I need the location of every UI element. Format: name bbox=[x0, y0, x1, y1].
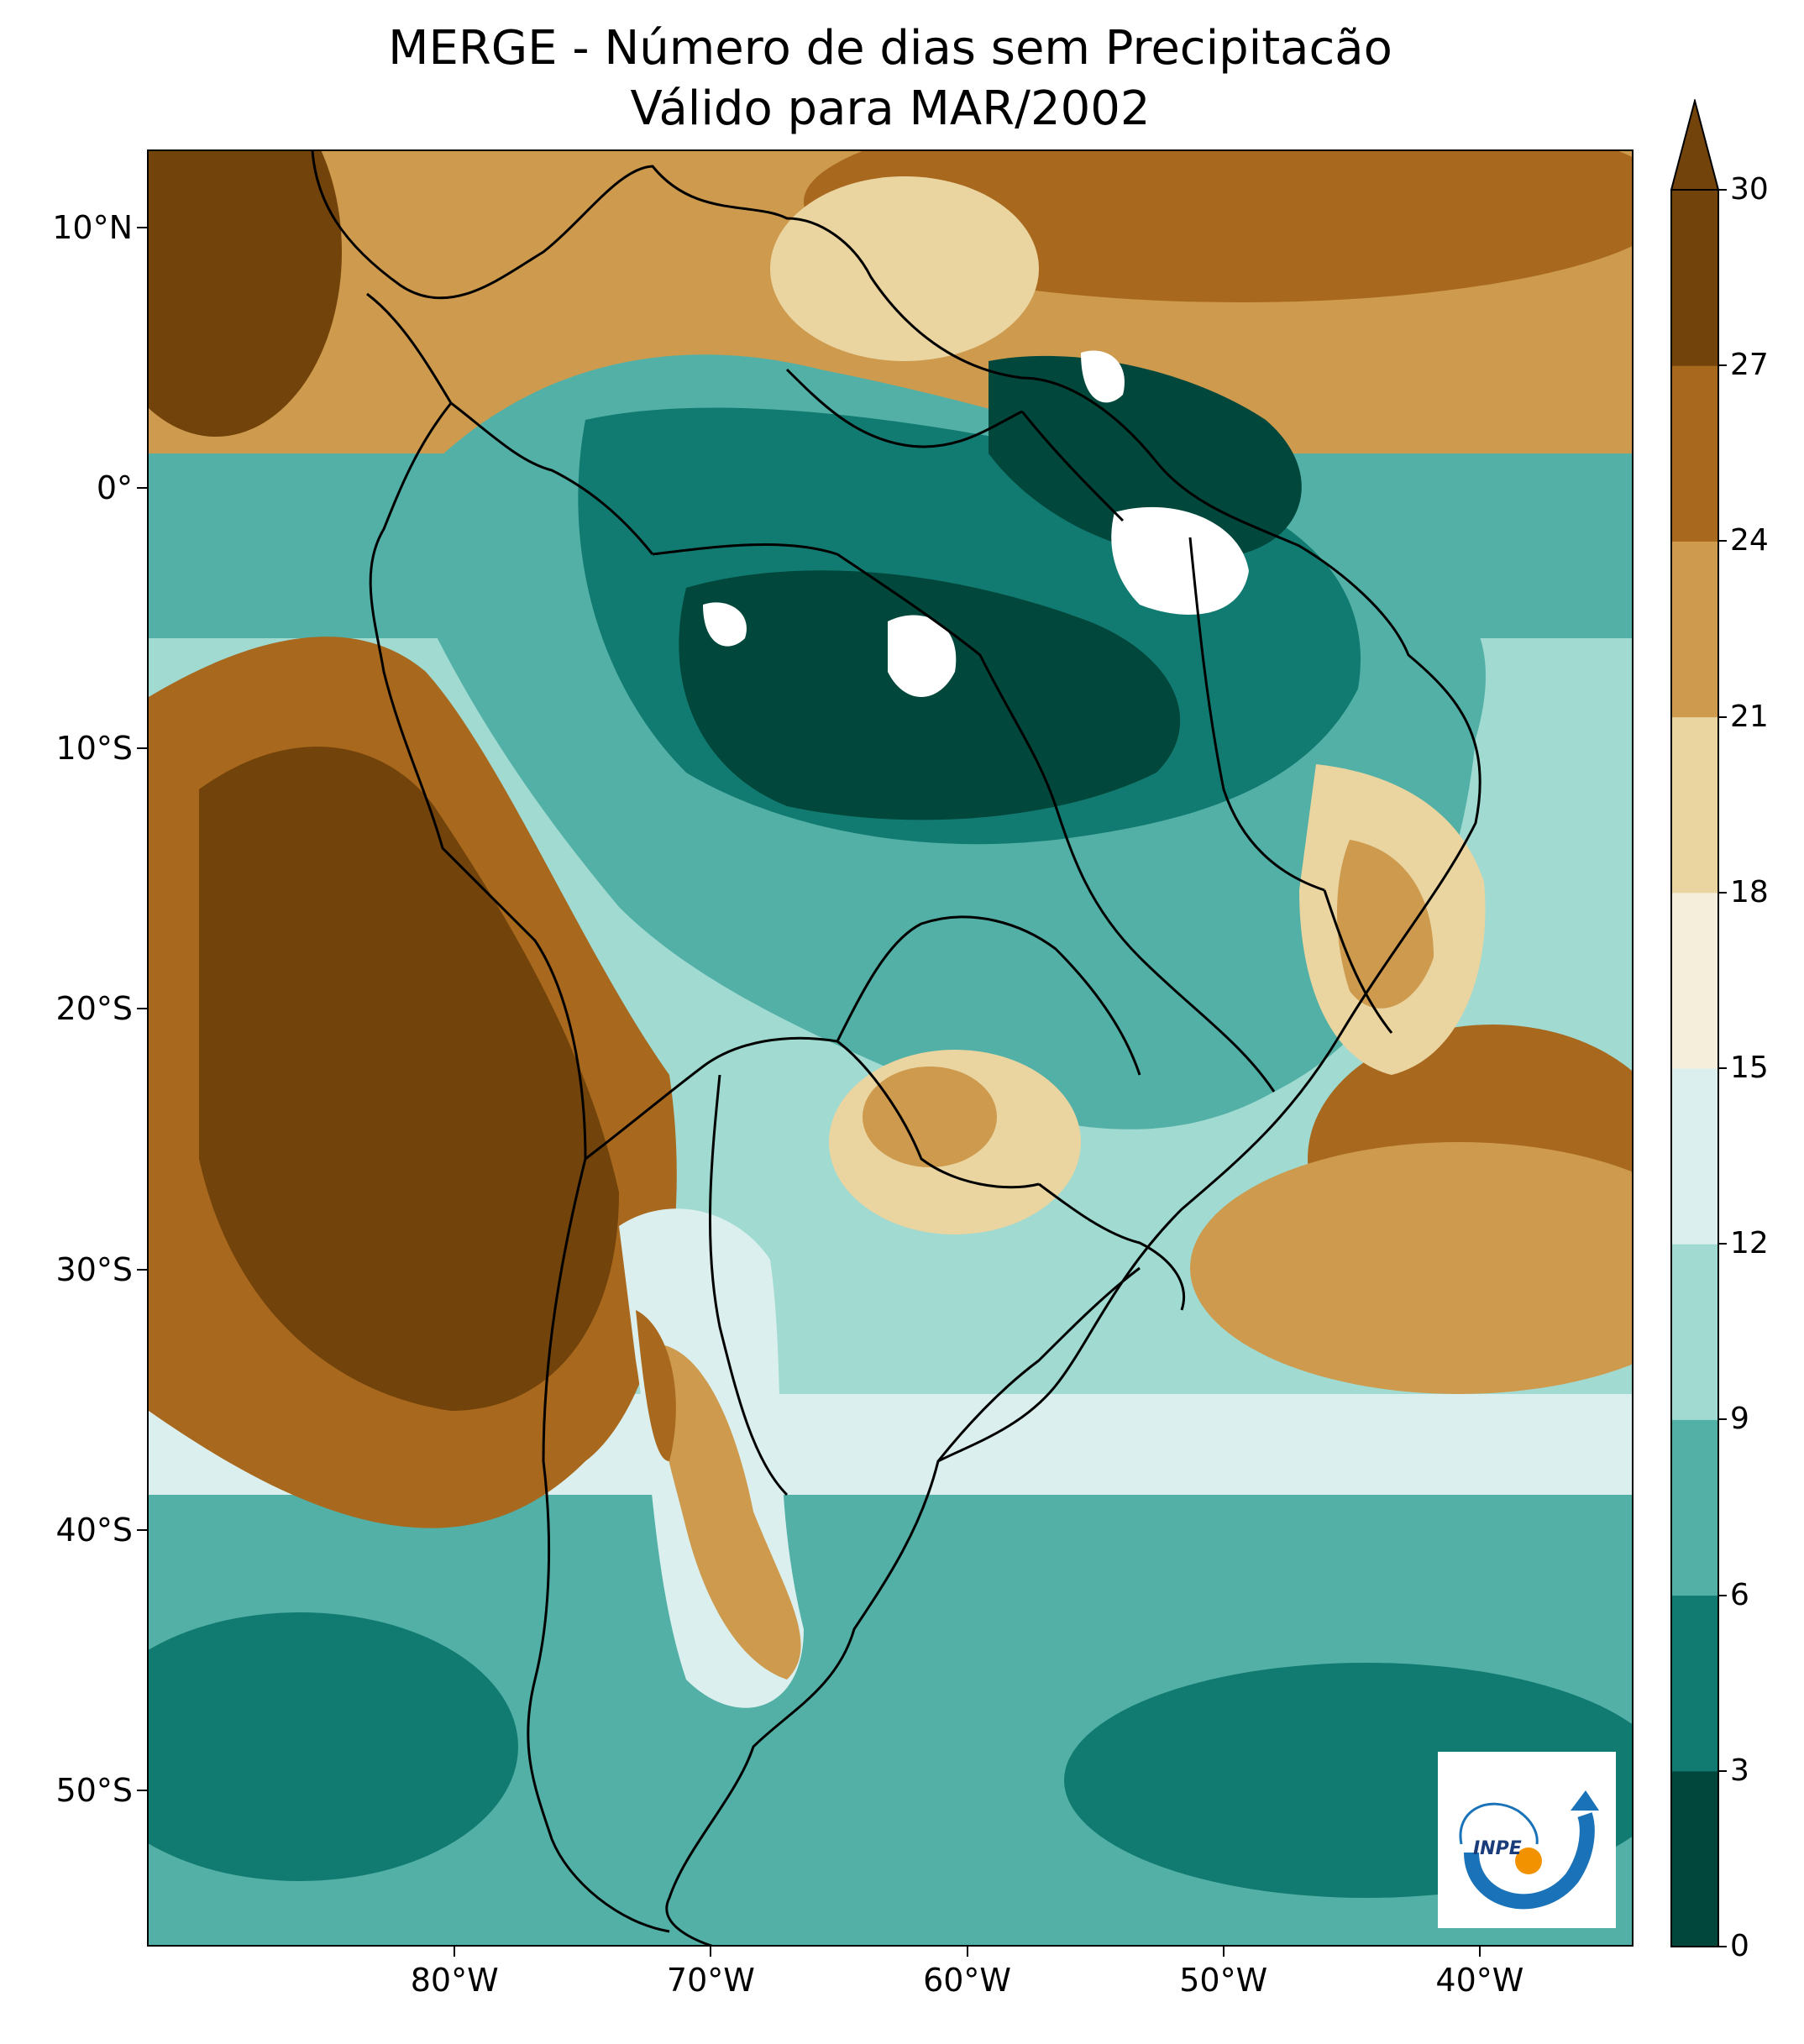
field-region bbox=[863, 1067, 997, 1167]
colorbar-segment bbox=[1671, 892, 1718, 1069]
colorbar-segment bbox=[1671, 1068, 1718, 1245]
colorbar-segments bbox=[1670, 99, 1720, 1947]
field-region bbox=[888, 615, 957, 697]
longitude-label: 50°W bbox=[1179, 1962, 1268, 1999]
field-region bbox=[770, 176, 1039, 361]
colorbar-tick bbox=[1718, 715, 1727, 718]
field-region bbox=[636, 1310, 676, 1461]
colorbar-tick bbox=[1718, 1946, 1727, 1947]
latitude-label: 20°S bbox=[55, 990, 133, 1028]
map-title: MERGE - Número de dias sem Precipitacão bbox=[388, 21, 1392, 76]
colorbar-label: 21 bbox=[1730, 699, 1769, 734]
precipitation-map bbox=[149, 151, 1632, 1945]
longitude-label: 40°W bbox=[1435, 1962, 1524, 1999]
colorbar-label: 9 bbox=[1730, 1402, 1749, 1437]
country-border bbox=[652, 542, 1057, 807]
field-region bbox=[1337, 840, 1434, 1009]
country-border bbox=[450, 401, 654, 555]
inpe-emblem-icon: INPE bbox=[1459, 1790, 1599, 1910]
latitude-tick bbox=[137, 747, 147, 750]
colorbar-label: 3 bbox=[1730, 1753, 1749, 1788]
field-region bbox=[1190, 1142, 1632, 1394]
country-border bbox=[785, 368, 1023, 448]
colorbar-tick bbox=[1718, 1769, 1727, 1772]
latitude-tick bbox=[137, 227, 147, 229]
colorbar-segment bbox=[1671, 1595, 1718, 1772]
country-border bbox=[1020, 411, 1125, 522]
colorbar-tick bbox=[1718, 1418, 1727, 1421]
colorbar-tick bbox=[1718, 364, 1727, 367]
longitude-tick bbox=[1478, 1947, 1481, 1957]
latitude-tick bbox=[137, 1268, 147, 1271]
field-region bbox=[1081, 350, 1125, 403]
field-region bbox=[199, 747, 619, 1411]
field-region bbox=[1111, 506, 1249, 615]
colorbar bbox=[1670, 99, 1720, 1947]
colorbar-segment bbox=[1671, 1244, 1718, 1420]
latitude-tick bbox=[137, 1789, 147, 1791]
field-region bbox=[703, 602, 747, 647]
state-border bbox=[1323, 889, 1393, 1034]
longitude-tick bbox=[1222, 1947, 1225, 1957]
colorbar-segment bbox=[1671, 190, 1718, 366]
country-borders bbox=[311, 151, 1481, 1945]
colorbar-label: 12 bbox=[1730, 1226, 1769, 1261]
country-border bbox=[1038, 1182, 1186, 1311]
colorbar-segment bbox=[1671, 1770, 1718, 1947]
longitude-label: 60°W bbox=[923, 1962, 1012, 1999]
latitude-tick bbox=[137, 487, 147, 490]
colorbar-tick bbox=[1718, 1067, 1727, 1069]
field-region bbox=[149, 151, 342, 437]
field-region bbox=[653, 1344, 801, 1680]
latitude-label: 50°S bbox=[55, 1771, 133, 1809]
dry-days-field bbox=[149, 151, 1632, 1945]
colorbar-segment bbox=[1671, 365, 1718, 542]
colorbar-label: 24 bbox=[1730, 523, 1769, 558]
country-border bbox=[585, 1036, 1040, 1189]
country-border bbox=[836, 915, 1141, 1076]
inpe-logo: INPE bbox=[1438, 1752, 1616, 1928]
colorbar-segment bbox=[1671, 541, 1718, 718]
country-border bbox=[936, 1266, 1141, 1462]
latitude-label: 30°S bbox=[55, 1250, 133, 1288]
longitude-label: 70°W bbox=[666, 1962, 755, 1999]
country-border bbox=[1054, 805, 1276, 1093]
colorbar-tick bbox=[1718, 1243, 1727, 1245]
latitude-label: 0° bbox=[96, 469, 133, 507]
colorbar-label: 0 bbox=[1730, 1929, 1749, 1963]
colorbar-segment bbox=[1671, 716, 1718, 894]
colorbar-label: 18 bbox=[1730, 874, 1769, 909]
colorbar-tick bbox=[1718, 891, 1727, 894]
map-subtitle: Válido para MAR/2002 bbox=[630, 81, 1151, 136]
colorbar-segment bbox=[1671, 1419, 1718, 1596]
logo-text: INPE bbox=[1473, 1838, 1522, 1859]
state-border bbox=[1188, 537, 1325, 892]
colorbar-label: 15 bbox=[1730, 1051, 1769, 1085]
country-border bbox=[708, 1074, 789, 1496]
latitude-label: 40°S bbox=[55, 1511, 133, 1549]
latitude-label: 10°N bbox=[52, 209, 133, 247]
latitude-tick bbox=[137, 1008, 147, 1010]
longitude-tick bbox=[710, 1947, 712, 1957]
longitude-label: 80°W bbox=[410, 1962, 499, 1999]
colorbar-label: 6 bbox=[1730, 1577, 1749, 1612]
south-america-coastline bbox=[311, 151, 1481, 1945]
map-frame bbox=[147, 149, 1634, 1947]
latitude-label: 10°S bbox=[55, 730, 133, 768]
latitude-tick bbox=[137, 1528, 147, 1531]
longitude-tick bbox=[966, 1947, 968, 1957]
field-region bbox=[989, 355, 1302, 558]
field-region bbox=[149, 1612, 518, 1881]
longitude-tick bbox=[454, 1947, 456, 1957]
colorbar-tick bbox=[1718, 540, 1727, 542]
colorbar-extend-arrow bbox=[1670, 99, 1720, 191]
colorbar-tick bbox=[1718, 189, 1727, 191]
colorbar-label: 27 bbox=[1730, 348, 1769, 383]
colorbar-label: 30 bbox=[1730, 172, 1769, 207]
colorbar-tick bbox=[1718, 1594, 1727, 1596]
